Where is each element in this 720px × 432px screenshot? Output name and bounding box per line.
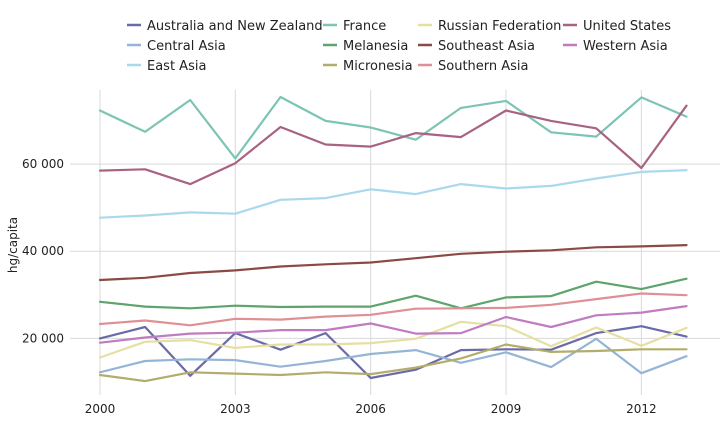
legend-label: Western Asia	[583, 39, 668, 54]
series-line-southern-asia	[98, 292, 688, 327]
legend-item: Australia and New Zealand	[127, 19, 323, 34]
x-tick-label: 2006	[355, 402, 386, 416]
legend: Australia and New Zealand Central Asia Eas…	[127, 19, 671, 74]
series-line-melanesia	[98, 277, 688, 310]
y-tick-label: 40 000	[22, 244, 64, 258]
legend-label: East Asia	[147, 59, 206, 74]
legend-item: Melanesia	[323, 39, 408, 54]
legend-label: Russian Federation	[438, 19, 561, 34]
legend-item: Micronesia	[323, 59, 413, 74]
legend-label: Southeast Asia	[438, 39, 535, 54]
x-tick-label: 2000	[85, 402, 116, 416]
legend-label: Australia and New Zealand	[147, 19, 323, 34]
legend-item: France	[323, 19, 386, 34]
series-line-southeast-asia	[98, 244, 688, 282]
legend-item: Southern Asia	[418, 59, 529, 74]
legend-item: East Asia	[127, 59, 206, 74]
x-tick-label: 2003	[220, 402, 251, 416]
x-tick-label: 2012	[626, 402, 657, 416]
series-line-micronesia	[98, 343, 688, 383]
series-line-central-asia	[98, 337, 688, 375]
legend-label: Micronesia	[343, 59, 413, 74]
legend-item: Southeast Asia	[418, 39, 535, 54]
legend-label: United States	[583, 19, 671, 34]
legend-label: Central Asia	[147, 39, 226, 54]
legend-label: Melanesia	[343, 39, 408, 54]
series-line-france	[98, 95, 688, 160]
y-tick-label: 60 000	[22, 157, 64, 171]
series-line-australia-and-new-zealand	[98, 325, 688, 380]
legend-item: Russian Federation	[418, 19, 561, 34]
axis-ticks: 2000 2003 2006 2009 2012 20 000 40 000 60 000	[22, 157, 657, 416]
legend-item: Central Asia	[127, 39, 226, 54]
legend-label: France	[343, 19, 386, 34]
series-line-united-states	[98, 104, 688, 186]
legend-label: Southern Asia	[438, 59, 529, 74]
y-tick-label: 20 000	[22, 331, 64, 345]
legend-item: United States	[563, 19, 671, 34]
series-line-western-asia	[98, 305, 688, 344]
legend-item: Western Asia	[563, 39, 668, 54]
series-line-russian-federation	[98, 320, 688, 359]
y-axis-title: hg/capita	[6, 217, 20, 273]
series-line-east-asia	[98, 169, 688, 219]
plot-area	[98, 95, 688, 383]
x-tick-label: 2009	[491, 402, 522, 416]
